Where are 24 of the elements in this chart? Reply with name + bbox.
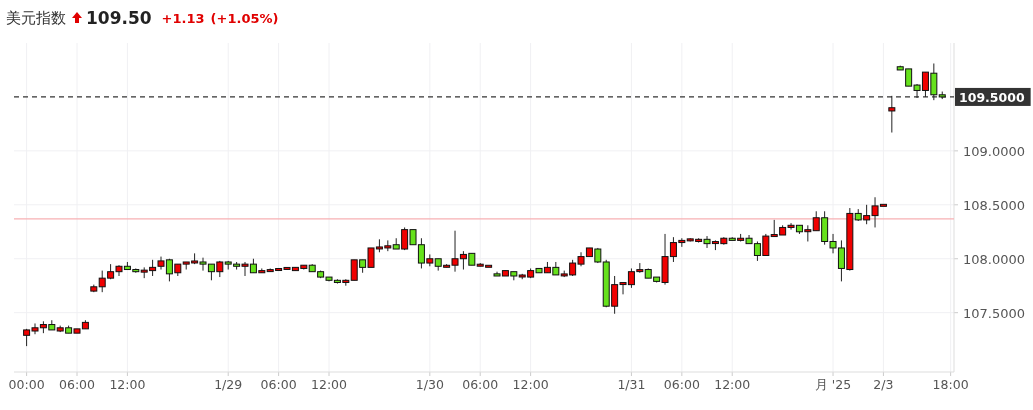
x-tick-label: 1/31 xyxy=(617,377,646,392)
text: (+1.05%) xyxy=(210,11,279,26)
x-tick-label: 06:00 xyxy=(260,377,297,392)
text: +1.13 xyxy=(161,11,205,26)
y-tick-label: 108.0000 xyxy=(963,251,1026,267)
ref-line-label: 109.5000 xyxy=(959,89,1025,105)
y-tick-label: 108.5000 xyxy=(963,197,1026,213)
x-tick-label: 06:00 xyxy=(462,377,499,392)
x-tick-label: 1/29 xyxy=(214,377,243,392)
x-tick-label: 00:00 xyxy=(8,377,45,392)
x-tick-label: 12:00 xyxy=(512,377,549,392)
x-tick-label: 06:00 xyxy=(58,377,96,392)
y-tick-label: 109.0000 xyxy=(963,143,1026,159)
chart-subtitle: 109.50 xyxy=(86,8,152,28)
x-tick-label: 月 '25 xyxy=(814,377,852,392)
x-tick-label: 2/3 xyxy=(873,377,894,392)
x-tick-label: 12:00 xyxy=(109,377,146,392)
x-tick-label: 1/30 xyxy=(415,377,444,392)
y-tick-label: 107.5000 xyxy=(963,305,1026,321)
x-tick-label: 18:00 xyxy=(932,377,969,392)
chart-title: 美元指数 xyxy=(6,9,66,27)
x-tick-label: 12:00 xyxy=(714,377,751,392)
x-tick-label: 12:00 xyxy=(311,377,348,392)
x-tick-label: 06:00 xyxy=(663,377,700,392)
